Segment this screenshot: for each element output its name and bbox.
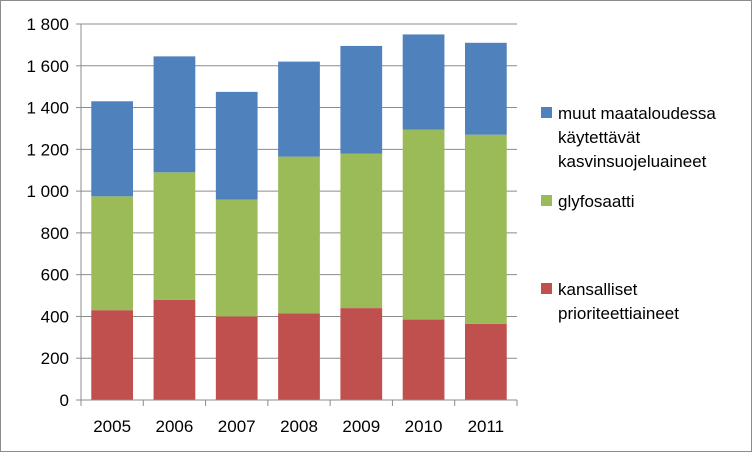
legend-label: glyfosaatti [558, 192, 635, 211]
bar-segment [215, 199, 258, 317]
bar-segment [402, 34, 445, 130]
y-tick-label: 600 [41, 266, 69, 285]
legend: muut maataloudessa käytettävät kasvinsuoje… [541, 104, 716, 323]
x-tick-labels: 2005 2006 2007 2008 2009 2010 2011 [93, 417, 504, 436]
legend-label-line: prioriteettiaineet [558, 304, 679, 323]
bar-segment [340, 45, 383, 154]
bar-segment [91, 196, 134, 311]
y-tick-label: 1 400 [26, 99, 69, 118]
y-tick-label: 1 800 [26, 15, 69, 34]
bar-segment [153, 56, 196, 173]
x-tick-label: 2008 [280, 417, 318, 436]
legend-label-line: glyfosaatti [558, 192, 635, 211]
bars [91, 34, 507, 400]
bar-segment [464, 42, 507, 135]
legend-swatch [541, 107, 552, 118]
legend-label-line: muut maataloudessa [558, 104, 716, 123]
legend-label-line: käytettävät [558, 128, 640, 147]
y-tick-label: 400 [41, 307, 69, 326]
bar-segment [153, 172, 196, 300]
bar-segment [153, 299, 196, 400]
x-tick-label: 2005 [93, 417, 131, 436]
bar-segment [402, 129, 445, 320]
x-tick-label: 2010 [405, 417, 443, 436]
legend-swatch [541, 195, 552, 206]
legend-entry: glyfosaatti [541, 192, 635, 211]
y-tick-label: 1 000 [26, 182, 69, 201]
bar-segment [464, 134, 507, 324]
bar-segment [278, 61, 320, 157]
y-tick-label: 800 [41, 224, 69, 243]
legend-label-line: kansalliset [558, 280, 638, 299]
axes [76, 23, 518, 406]
bar-segment [91, 101, 134, 197]
legend-label-line: kasvinsuojeluaineet [558, 152, 707, 171]
bar-segment [215, 91, 258, 200]
y-tick-labels: 0 200 400 600 800 1 000 1 200 1 400 1 600 1 800 [26, 15, 69, 410]
legend-label: kansalliset prioriteettiaineet [558, 280, 679, 323]
bar-segment [340, 153, 383, 309]
legend-label: muut maataloudessa käytettävät kasvinsuoje… [558, 104, 716, 171]
bar-segment [278, 313, 320, 400]
bar-segment [278, 156, 320, 314]
y-tick-label: 0 [60, 391, 69, 410]
x-tick-label: 2009 [342, 417, 380, 436]
bar-segment [91, 310, 134, 400]
legend-entry: kansalliset prioriteettiaineet [541, 280, 679, 323]
bar-segment [215, 316, 258, 400]
legend-swatch [541, 283, 552, 294]
bar-segment [340, 308, 383, 400]
bar-segment [402, 319, 445, 400]
y-tick-label: 1 200 [26, 140, 69, 159]
x-tick-label: 2011 [468, 417, 505, 436]
x-tick-label: 2007 [218, 417, 256, 436]
y-tick-label: 200 [41, 349, 69, 368]
x-tick-label: 2006 [156, 417, 194, 436]
y-tick-label: 1 600 [26, 57, 69, 76]
bar-segment [464, 323, 507, 400]
legend-entry: muut maataloudessa käytettävät kasvinsuoje… [541, 104, 716, 171]
